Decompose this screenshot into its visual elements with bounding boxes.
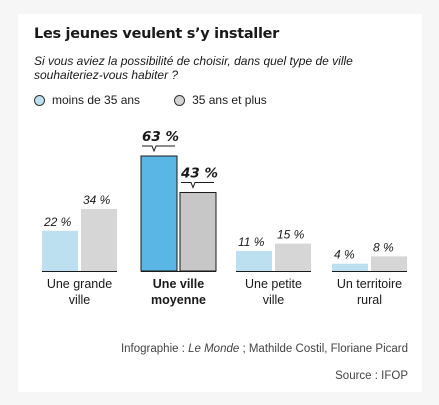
bar-35-plus-2	[275, 243, 311, 271]
legend-swatch-35-plus	[174, 94, 186, 106]
data-label-under-35-0: 22 %	[43, 215, 72, 229]
bar-under-35-3	[332, 263, 368, 271]
category-label-1-line-0: Une ville	[153, 277, 204, 291]
data-label-under-35-2: 11 %	[238, 235, 265, 249]
infographic-card: Les jeunes veulent s’y installer Si vous…	[18, 14, 422, 392]
bar-35-plus-3	[371, 256, 407, 271]
legend: moins de 35 ans 35 ans et plus	[34, 93, 301, 107]
bar-chart: 22 % 34 % Une grande ville 63 % 43 % Une ville…	[42, 129, 407, 307]
legend-item-under-35: moins de 35 ans	[34, 93, 140, 107]
label-callout-under-35-1	[142, 145, 175, 153]
chart-subtitle: Si vous aviez la possibilité de choisir,…	[34, 54, 353, 82]
bar-35-plus-0	[81, 208, 117, 271]
category-label-2-line-0: Une petite	[245, 277, 302, 291]
bar-under-35-1	[140, 155, 178, 272]
legend-label-35-plus: 35 ans et plus	[192, 93, 267, 107]
category-label-1-line-1: moyenne	[151, 293, 206, 307]
legend-label-under-35: moins de 35 ans	[52, 93, 141, 107]
data-label-35-plus-1: 43 %	[180, 166, 218, 182]
data-label-under-35-1: 63 %	[142, 129, 179, 145]
bar-under-35-2	[236, 250, 272, 271]
credit-authors: ; Mathilde Costil, Floriane Picard	[239, 343, 408, 355]
bar-under-35-0	[42, 230, 78, 271]
source-line: Source : IFOP	[335, 370, 408, 382]
credit-publication: Le Monde	[188, 343, 240, 355]
category-label-3-line-1: rural	[357, 293, 382, 307]
category-label-2-line-1: ville	[263, 293, 285, 307]
category-label-0-line-0: Une grande	[47, 277, 112, 291]
credit-line: Infographie : Le Monde ; Mathilde Costil…	[121, 343, 408, 355]
data-label-35-plus-3: 8 %	[373, 240, 394, 254]
bar-35-plus-1	[179, 192, 217, 272]
credit-prefix: Infographie :	[120, 343, 189, 355]
category-label-3-line-0: Un territoire	[337, 277, 402, 291]
data-label-35-plus-2: 15 %	[277, 228, 305, 242]
data-label-under-35-3: 4 %	[334, 248, 355, 262]
legend-item-35-plus: 35 ans et plus	[174, 93, 267, 107]
category-label-0-line-1: ville	[69, 293, 91, 307]
chart-title: Les jeunes veulent s’y installer	[34, 26, 280, 42]
legend-swatch-under-35	[34, 94, 45, 106]
data-label-35-plus-0: 34 %	[83, 193, 111, 207]
label-callout-35-plus-1	[181, 182, 214, 189]
